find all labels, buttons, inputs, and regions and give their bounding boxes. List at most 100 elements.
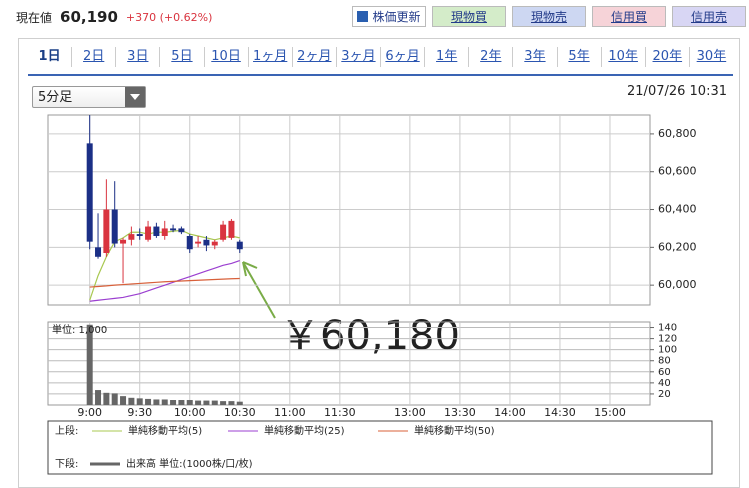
candle-body bbox=[236, 241, 243, 250]
period-tab[interactable]: 5日 bbox=[159, 47, 203, 67]
period-tab[interactable]: 20年 bbox=[644, 47, 689, 67]
y-tick-label: 100 bbox=[658, 345, 677, 356]
volume-bar bbox=[211, 400, 218, 405]
period-tab[interactable]: 1日 bbox=[38, 49, 61, 64]
volume-bar bbox=[136, 398, 143, 405]
period-tab[interactable]: 30年 bbox=[688, 47, 733, 67]
legend-box bbox=[47, 420, 713, 475]
y-tick-label: 60,000 bbox=[658, 278, 697, 291]
candle-body bbox=[111, 209, 118, 244]
x-tick-label: 10:30 bbox=[224, 406, 256, 419]
cash-buy-button[interactable]: 現物買 bbox=[432, 6, 506, 27]
y-tick-label: 60 bbox=[658, 367, 671, 378]
candle-body bbox=[211, 241, 218, 246]
period-tab[interactable]: 10年 bbox=[600, 47, 645, 67]
interval-label: 5分足 bbox=[38, 90, 73, 105]
refresh-label: 株価更新 bbox=[372, 10, 421, 24]
legend-label: 上段: bbox=[55, 424, 78, 437]
y-tick-label: 40 bbox=[658, 378, 671, 389]
period-tab[interactable]: 3ヶ月 bbox=[335, 47, 380, 67]
ma-line bbox=[89, 260, 240, 302]
annotation: ￥60,180 bbox=[280, 313, 460, 359]
chart: 60,000 60,200 60,400 60,600 60,800 ￥60,180 上段:… bbox=[47, 114, 713, 475]
volume-bar bbox=[161, 399, 168, 405]
candle-body bbox=[228, 220, 235, 238]
volume-bar bbox=[95, 390, 102, 405]
candle-body bbox=[136, 234, 143, 236]
x-tick-label: 13:30 bbox=[444, 406, 476, 419]
volume-bar bbox=[153, 399, 160, 405]
volume-bar bbox=[203, 400, 210, 405]
volume-bar bbox=[195, 400, 202, 405]
period-tab[interactable]: 3日 bbox=[115, 47, 159, 67]
candle-body bbox=[161, 228, 168, 236]
legend-label: 下段: bbox=[55, 457, 78, 470]
x-tick-label: 11:30 bbox=[324, 406, 356, 419]
refresh-button[interactable]: 株価更新 bbox=[352, 6, 426, 27]
x-tick-label: 10:00 bbox=[174, 406, 206, 419]
volume-bar bbox=[103, 392, 110, 405]
page: 現在値 60,190 +370 (+0.62%) 株価更新 現物買 現物売 信用… bbox=[16, 6, 746, 488]
legend-text: 出来高 単位:(1000株/口/枚) bbox=[126, 457, 253, 470]
y-tick-label: 60,600 bbox=[658, 165, 697, 178]
period-tab[interactable]: 2日 bbox=[71, 47, 115, 67]
volume-bar bbox=[186, 400, 193, 405]
period-tab[interactable]: 3年 bbox=[512, 47, 556, 67]
volume-bar bbox=[178, 400, 185, 405]
cash-sell-button[interactable]: 現物売 bbox=[512, 6, 586, 27]
plot-frame bbox=[47, 321, 651, 406]
header: 現在値 60,190 +370 (+0.62%) bbox=[16, 6, 212, 28]
y-tick-label: 140 bbox=[658, 323, 677, 334]
period-tab[interactable]: 10日 bbox=[203, 47, 248, 67]
period-tab[interactable]: 6ヶ月 bbox=[380, 47, 424, 67]
volume-bar bbox=[86, 324, 93, 405]
y-tick-label: 80 bbox=[658, 356, 671, 367]
margin-buy-button[interactable]: 信用買 bbox=[592, 6, 666, 27]
price: 60,190 bbox=[60, 8, 118, 26]
buttons: 株価更新 現物買 現物売 信用買 信用売 bbox=[352, 6, 746, 27]
x-tick-label: 14:00 bbox=[494, 406, 526, 419]
candle-body bbox=[153, 226, 160, 236]
price-change: +370 (+0.62%) bbox=[125, 10, 213, 24]
volume-bar bbox=[228, 401, 235, 405]
margin-sell-button[interactable]: 信用売 bbox=[672, 6, 746, 27]
price-label: 現在値 bbox=[16, 10, 53, 25]
period-tab[interactable]: 5年 bbox=[556, 47, 601, 67]
candle-body bbox=[178, 228, 185, 233]
candle-body bbox=[120, 239, 127, 244]
x-tick-label: 15:00 bbox=[594, 406, 626, 419]
x-tick-label: 9:30 bbox=[127, 406, 152, 419]
volume-bar bbox=[120, 396, 127, 405]
x-tick-label: 9:00 bbox=[77, 406, 102, 419]
timestamp: 21/07/26 10:31 bbox=[627, 84, 727, 99]
candle-body bbox=[186, 235, 193, 250]
candle-body bbox=[95, 247, 102, 257]
y-tick-label: 60,400 bbox=[658, 203, 697, 216]
arrow-head bbox=[242, 261, 258, 277]
y-tick-label: 60,200 bbox=[658, 240, 697, 253]
candle-body bbox=[195, 241, 202, 244]
interval-select[interactable]: 5分足 bbox=[32, 86, 146, 108]
period-tab[interactable]: 2年 bbox=[468, 47, 512, 67]
x-tick-label: 13:00 bbox=[394, 406, 426, 419]
volume-bar bbox=[220, 401, 227, 405]
volume-bar bbox=[145, 398, 152, 405]
candle-body bbox=[86, 143, 93, 242]
period-tab[interactable]: 1ヶ月 bbox=[247, 47, 292, 67]
candle-body bbox=[220, 224, 227, 240]
candle-body bbox=[203, 239, 210, 246]
y-tick-label: 20 bbox=[658, 389, 671, 400]
period-tab[interactable]: 2ヶ月 bbox=[291, 47, 336, 67]
legend-text: 単純移動平均(25) bbox=[264, 424, 345, 437]
candle-body bbox=[103, 209, 110, 254]
tab-underline bbox=[28, 74, 733, 76]
legend-text: 単純移動平均(50) bbox=[414, 424, 495, 437]
candle-body bbox=[170, 228, 177, 231]
period-tab[interactable]: 1年 bbox=[424, 47, 468, 67]
candle-body bbox=[145, 226, 152, 240]
y-tick-label: 120 bbox=[658, 334, 677, 345]
legend-text: 単純移動平均(5) bbox=[128, 424, 202, 437]
x-tick-label: 14:30 bbox=[544, 406, 576, 419]
period-tabs: 1日 2日 3日 5日 10日 1ヶ月 2ヶ月 3ヶ月 6ヶ月 1年 2年 3年 5年 10年 20年 30年 bbox=[28, 47, 733, 67]
unit-label: 単位: 1,000 bbox=[52, 323, 107, 336]
